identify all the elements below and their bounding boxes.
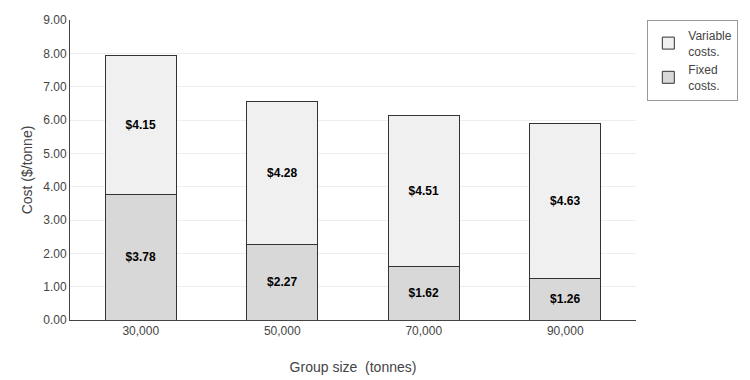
svg-text:$4.63: $4.63	[550, 194, 580, 208]
svg-text:Group size (tonnes): Group size (tonnes)	[290, 359, 417, 375]
svg-text:30,000: 30,000	[122, 324, 159, 338]
svg-text:5.00: 5.00	[43, 147, 67, 161]
svg-text:Cost ($/tonne): Cost ($/tonne)	[19, 126, 35, 215]
svg-text:50,000: 50,000	[264, 324, 301, 338]
svg-text:$4.28: $4.28	[267, 166, 297, 180]
svg-text:Variablecosts.: Variablecosts.	[688, 29, 731, 59]
svg-text:8.00: 8.00	[43, 47, 67, 61]
svg-text:2.00: 2.00	[43, 247, 67, 261]
svg-text:0.00: 0.00	[43, 313, 67, 327]
svg-text:$4.51: $4.51	[409, 184, 439, 198]
svg-text:9.00: 9.00	[43, 13, 67, 27]
svg-text:$4.15: $4.15	[126, 118, 156, 132]
svg-text:$2.27: $2.27	[267, 275, 297, 289]
svg-text:Fixedcosts.: Fixedcosts.	[688, 63, 719, 93]
svg-text:90,000: 90,000	[547, 324, 584, 338]
svg-text:$1.62: $1.62	[409, 286, 439, 300]
svg-text:$1.26: $1.26	[550, 292, 580, 306]
svg-text:$3.78: $3.78	[126, 250, 156, 264]
svg-text:4.00: 4.00	[43, 180, 67, 194]
svg-text:1.00: 1.00	[43, 280, 67, 294]
svg-text:6.00: 6.00	[43, 113, 67, 127]
svg-text:7.00: 7.00	[43, 80, 67, 94]
svg-text:3.00: 3.00	[43, 213, 67, 227]
svg-text:70,000: 70,000	[405, 324, 442, 338]
